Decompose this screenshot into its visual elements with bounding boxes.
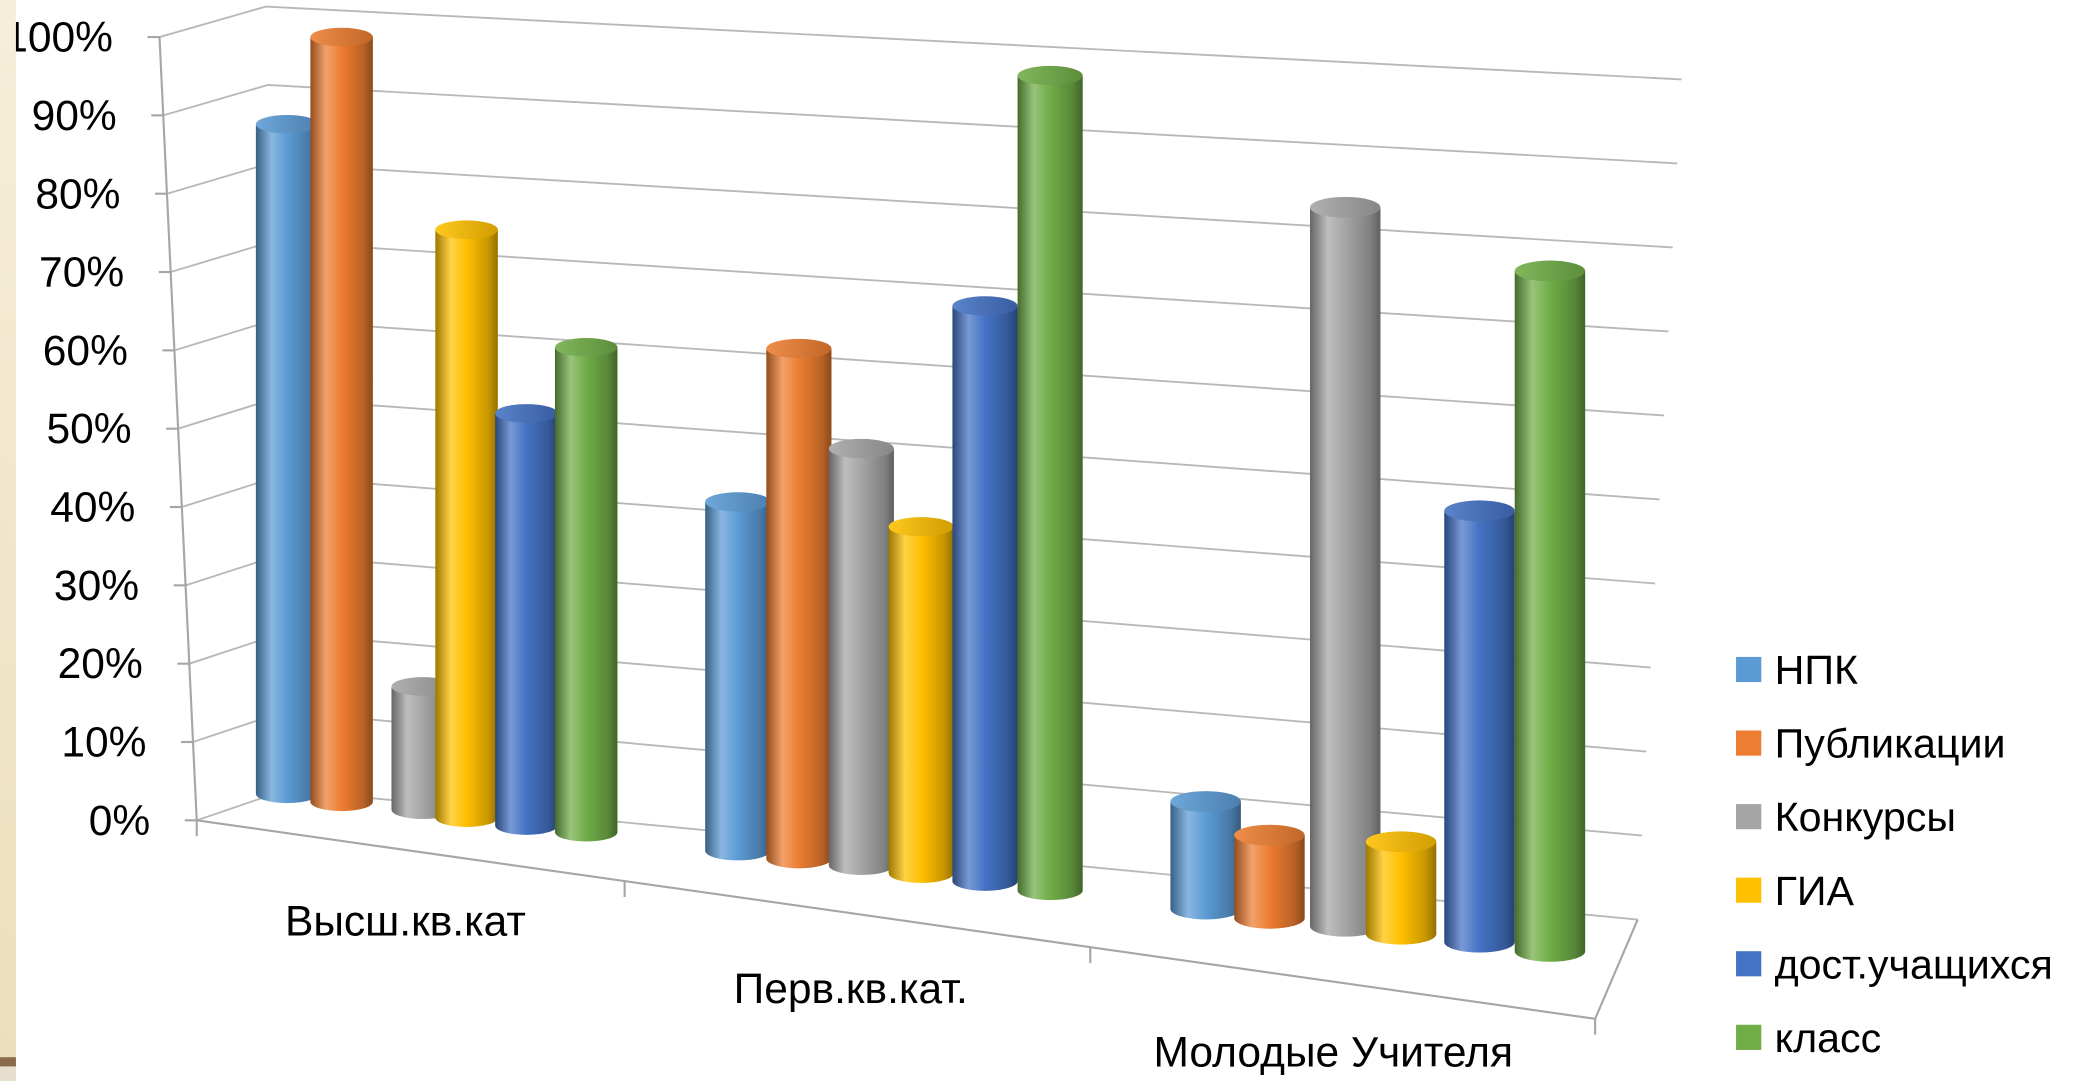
- legend-item: Публикации: [1736, 721, 2006, 767]
- bar-top-cap: [1017, 65, 1083, 86]
- bar-series-1-cat-1: [255, 114, 319, 804]
- bar-top-cap: [1514, 260, 1586, 282]
- legend-label: ГИА: [1775, 868, 1855, 914]
- legend-item: НПК: [1736, 647, 1858, 693]
- slide-edge-bar: [0, 1057, 16, 1067]
- bar-top-cap: [828, 438, 894, 459]
- bar-series-6-cat-3: [1514, 260, 1586, 962]
- legend-item: класс: [1736, 1015, 1881, 1061]
- bar-series-3-cat-2: [828, 438, 894, 875]
- bar-top-cap: [1234, 824, 1305, 846]
- gridline: [162, 84, 1678, 165]
- gridline: [159, 5, 1682, 81]
- bar-top-cap: [554, 338, 618, 357]
- bar-top-cap: [952, 296, 1018, 316]
- bar-top-cap: [1365, 831, 1437, 853]
- bar-series-3-cat-3: [1310, 196, 1381, 937]
- value-axis-line: [158, 36, 198, 821]
- y-tick-label: 80%: [35, 170, 120, 217]
- bar-series-4-cat-3: [1365, 831, 1437, 945]
- bar-body: [766, 348, 832, 869]
- y-tick-label: 0%: [89, 797, 150, 844]
- bar-body: [705, 501, 771, 861]
- legend-label: Публикации: [1775, 721, 2006, 767]
- legend-swatch: [1736, 1024, 1762, 1050]
- legend-swatch: [1736, 730, 1762, 756]
- bar-top-cap: [705, 492, 771, 512]
- bar-top-cap: [766, 338, 832, 359]
- legend-swatch: [1736, 804, 1762, 830]
- bar-body: [888, 526, 954, 883]
- bar-series-6-cat-2: [1017, 65, 1083, 901]
- y-tick-label: 100%: [4, 14, 113, 61]
- legend-item: Конкурсы: [1736, 794, 1956, 840]
- bar-body: [310, 37, 373, 812]
- y-tick-label: 10%: [61, 719, 146, 766]
- bar-series-1-cat-3: [1170, 791, 1241, 920]
- bar-top-cap: [1310, 196, 1381, 218]
- bar-body: [1444, 510, 1515, 953]
- category-label: Перв.кв.кат.: [734, 965, 968, 1012]
- slide-edge-base: [0, 1066, 16, 1081]
- bar-series-2-cat-2: [766, 338, 832, 869]
- slide-edge-strip: [0, 0, 16, 1058]
- bar-body: [1017, 75, 1083, 901]
- y-tick-label: 90%: [32, 92, 117, 139]
- bar-body: [495, 413, 558, 835]
- bar-body: [435, 229, 498, 827]
- legend-swatch: [1736, 951, 1762, 977]
- bar-body: [1514, 270, 1586, 962]
- category-axis-line: [196, 819, 1596, 1020]
- category-label: Молодые Учителя: [1154, 1029, 1513, 1076]
- legend-label: Конкурсы: [1775, 794, 1956, 840]
- bar-series-6-cat-1: [554, 338, 618, 842]
- y-tick-label: 40%: [50, 484, 135, 531]
- legend-item: дост.учащихся: [1736, 941, 2053, 987]
- bar-body: [1170, 801, 1241, 920]
- bar-series-5-cat-2: [952, 296, 1018, 891]
- legend-swatch: [1736, 656, 1762, 683]
- axes: 0% 10% 20% 30% 40% 50% 60% 70% 80% 90% 100% Высш.кв…: [4, 14, 1639, 1076]
- bar-body: [828, 448, 894, 875]
- y-tick-label: 20%: [58, 640, 143, 687]
- slide-edge: [0, 0, 16, 1081]
- legend-label: НПК: [1775, 647, 1858, 693]
- y-tick-label: 50%: [46, 405, 131, 452]
- y-tick-label: 30%: [54, 562, 139, 609]
- bar-body: [1310, 207, 1381, 937]
- legend: НПК Публикации Конкурсы ГИА дост.учащихся кла…: [1736, 647, 2053, 1061]
- category-label: Высш.кв.кат: [285, 898, 526, 945]
- bar-body: [255, 124, 319, 804]
- bar-series-2-cat-1: [310, 27, 373, 812]
- legend-label: дост.учащихся: [1775, 941, 2053, 987]
- bar-body: [554, 347, 618, 842]
- legend-item: ГИА: [1736, 868, 1855, 914]
- y-tick-label: 70%: [39, 249, 124, 296]
- bar-top-cap: [255, 114, 319, 134]
- bar-body: [952, 305, 1018, 891]
- bar-series-4-cat-2: [888, 517, 954, 883]
- bar-series-5-cat-3: [1444, 500, 1515, 953]
- bar-series-1-cat-2: [705, 492, 771, 861]
- plot-area: [255, 27, 1586, 962]
- floor-edge-line: [1594, 919, 1639, 1020]
- bar-top-cap: [495, 404, 558, 423]
- bar-series-2-cat-3: [1234, 824, 1305, 929]
- bar-series-4-cat-1: [435, 220, 498, 827]
- bar-body: [1234, 835, 1305, 929]
- bar-top-cap: [435, 220, 498, 239]
- bar-top-cap: [888, 517, 954, 537]
- bar-top-cap: [1170, 791, 1241, 813]
- legend-swatch: [1736, 877, 1762, 903]
- bar-body: [1365, 841, 1437, 945]
- legend-label: класс: [1775, 1015, 1882, 1061]
- bar-series-5-cat-1: [495, 404, 558, 835]
- bar-top-cap: [310, 27, 373, 47]
- y-tick-label: 60%: [43, 327, 128, 374]
- bar-top-cap: [1444, 500, 1515, 522]
